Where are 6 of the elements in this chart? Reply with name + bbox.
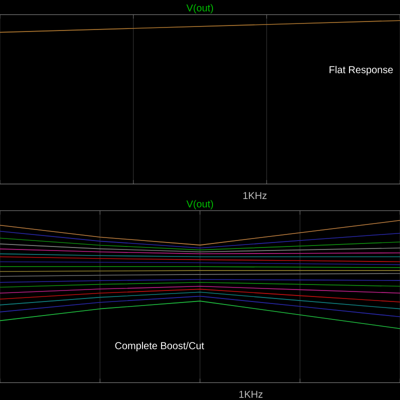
chart-title: V(out) [186, 4, 214, 14]
annotation: Flat Response [330, 66, 393, 76]
annotation: Complete Boost/Cut [115, 342, 204, 352]
text: 1KHz [239, 390, 263, 398]
text: 1KHz [243, 192, 267, 199]
chart-title: V(out) [186, 200, 214, 210]
